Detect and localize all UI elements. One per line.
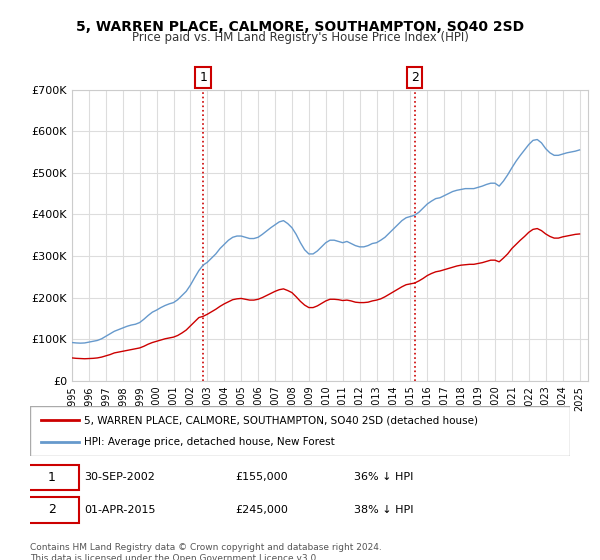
Text: £245,000: £245,000 — [235, 505, 288, 515]
Text: 2: 2 — [410, 71, 419, 84]
Text: 2: 2 — [47, 503, 56, 516]
FancyBboxPatch shape — [25, 497, 79, 522]
Text: 5, WARREN PLACE, CALMORE, SOUTHAMPTON, SO40 2SD (detached house): 5, WARREN PLACE, CALMORE, SOUTHAMPTON, S… — [84, 415, 478, 425]
Text: Price paid vs. HM Land Registry's House Price Index (HPI): Price paid vs. HM Land Registry's House … — [131, 31, 469, 44]
Text: HPI: Average price, detached house, New Forest: HPI: Average price, detached house, New … — [84, 437, 335, 447]
Text: 1: 1 — [199, 71, 207, 84]
Text: 1: 1 — [47, 471, 56, 484]
FancyBboxPatch shape — [30, 406, 570, 456]
Text: £155,000: £155,000 — [235, 473, 288, 483]
Text: 30-SEP-2002: 30-SEP-2002 — [84, 473, 155, 483]
Text: 5, WARREN PLACE, CALMORE, SOUTHAMPTON, SO40 2SD: 5, WARREN PLACE, CALMORE, SOUTHAMPTON, S… — [76, 20, 524, 34]
Text: 36% ↓ HPI: 36% ↓ HPI — [354, 473, 413, 483]
Text: 38% ↓ HPI: 38% ↓ HPI — [354, 505, 413, 515]
Text: Contains HM Land Registry data © Crown copyright and database right 2024.
This d: Contains HM Land Registry data © Crown c… — [30, 543, 382, 560]
Text: 01-APR-2015: 01-APR-2015 — [84, 505, 155, 515]
FancyBboxPatch shape — [25, 465, 79, 491]
